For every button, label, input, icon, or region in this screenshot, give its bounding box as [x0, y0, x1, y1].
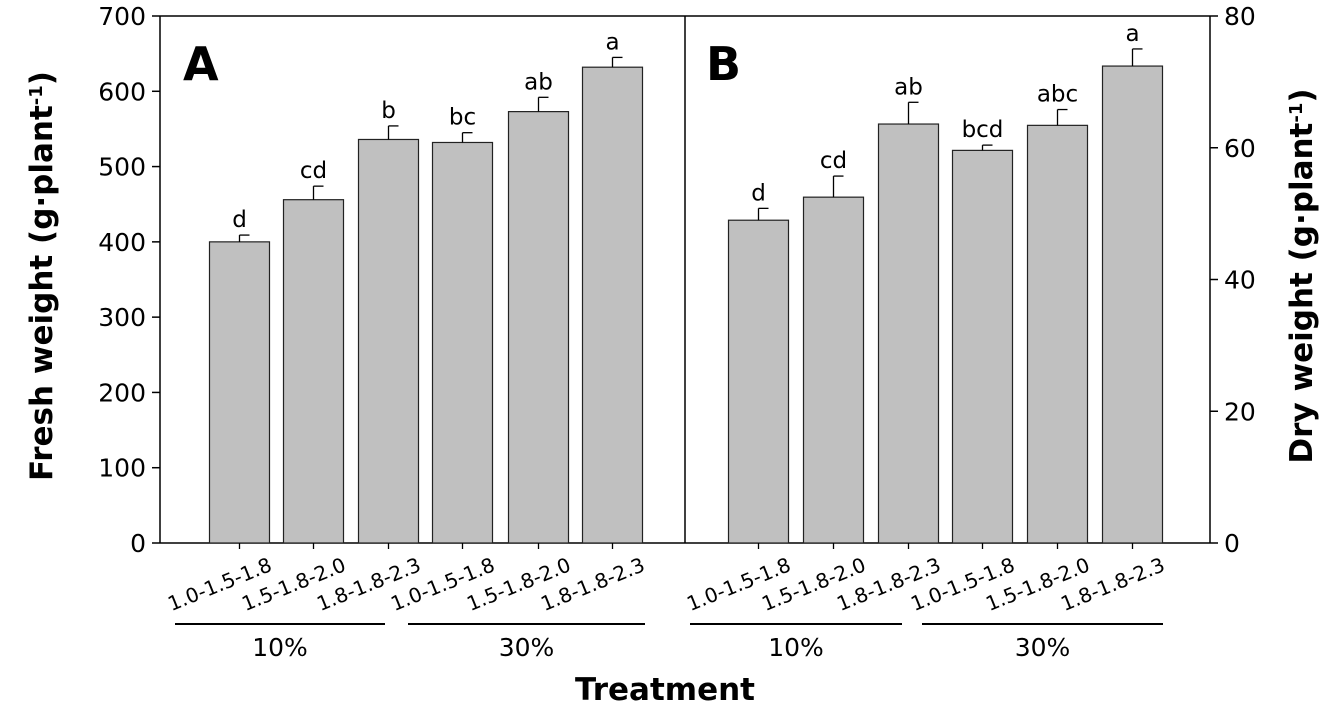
left-y-tick-label: 700 — [98, 2, 146, 31]
bar — [581, 66, 644, 544]
x-axis-title: Treatment — [575, 672, 755, 708]
bar — [951, 149, 1014, 544]
left-y-tick-label: 300 — [98, 303, 146, 332]
left-y-tick-label: 400 — [98, 228, 146, 257]
bar — [208, 241, 271, 544]
panel-label: A — [183, 37, 219, 91]
bar — [1026, 124, 1089, 544]
significance-label: a — [605, 29, 619, 55]
significance-label: d — [232, 207, 247, 233]
left-y-tick-label: 100 — [98, 454, 146, 483]
significance-label: bc — [449, 105, 476, 131]
significance-label: cd — [820, 148, 847, 174]
group-label: 30% — [499, 633, 555, 662]
right-y-axis: 0 20 40 60 80 — [1210, 2, 1256, 558]
left-y-axis: 0 100 200 300 400 500 600 700 — [98, 2, 160, 558]
significance-label: ab — [524, 69, 553, 95]
significance-label: bcd — [962, 117, 1004, 143]
significance-label: b — [381, 98, 396, 124]
right-y-tick-label: 0 — [1224, 529, 1240, 558]
right-y-tick-label: 80 — [1224, 2, 1256, 31]
group-label: 10% — [768, 633, 824, 662]
panel-a-fresh-weight: Ad1.0-1.5-1.8cd1.5-1.8-2.0b1.8-1.8-2.3bc… — [164, 29, 648, 662]
bar — [802, 196, 865, 544]
significance-label: cd — [300, 158, 327, 184]
group-label: 30% — [1015, 633, 1071, 662]
right-y-tick-label: 20 — [1224, 397, 1256, 426]
bar — [727, 219, 790, 544]
bar — [507, 111, 570, 544]
panel-label: B — [706, 37, 741, 91]
panel-b-dry-weight: Bd1.0-1.5-1.8cd1.5-1.8-2.0ab1.8-1.8-2.3b… — [683, 21, 1168, 662]
left-y-axis-title: Fresh weight (g·plant-1) — [24, 71, 60, 481]
left-y-tick-label: 600 — [98, 77, 146, 106]
bar — [431, 141, 494, 544]
right-y-axis-title: Dry weight (g·plant-1) — [1284, 88, 1320, 463]
group-label: 10% — [252, 633, 308, 662]
bar — [877, 123, 940, 544]
left-y-tick-label: 500 — [98, 153, 146, 182]
significance-label: ab — [894, 74, 923, 100]
bar — [1101, 65, 1164, 544]
significance-label: abc — [1037, 82, 1078, 108]
left-y-tick-label: 0 — [130, 529, 146, 558]
right-y-tick-label: 40 — [1224, 266, 1256, 295]
significance-label: a — [1125, 21, 1139, 47]
bar — [357, 138, 420, 544]
bar — [282, 199, 345, 544]
left-y-tick-label: 200 — [98, 378, 146, 407]
significance-label: d — [751, 180, 766, 206]
right-y-tick-label: 60 — [1224, 134, 1256, 163]
